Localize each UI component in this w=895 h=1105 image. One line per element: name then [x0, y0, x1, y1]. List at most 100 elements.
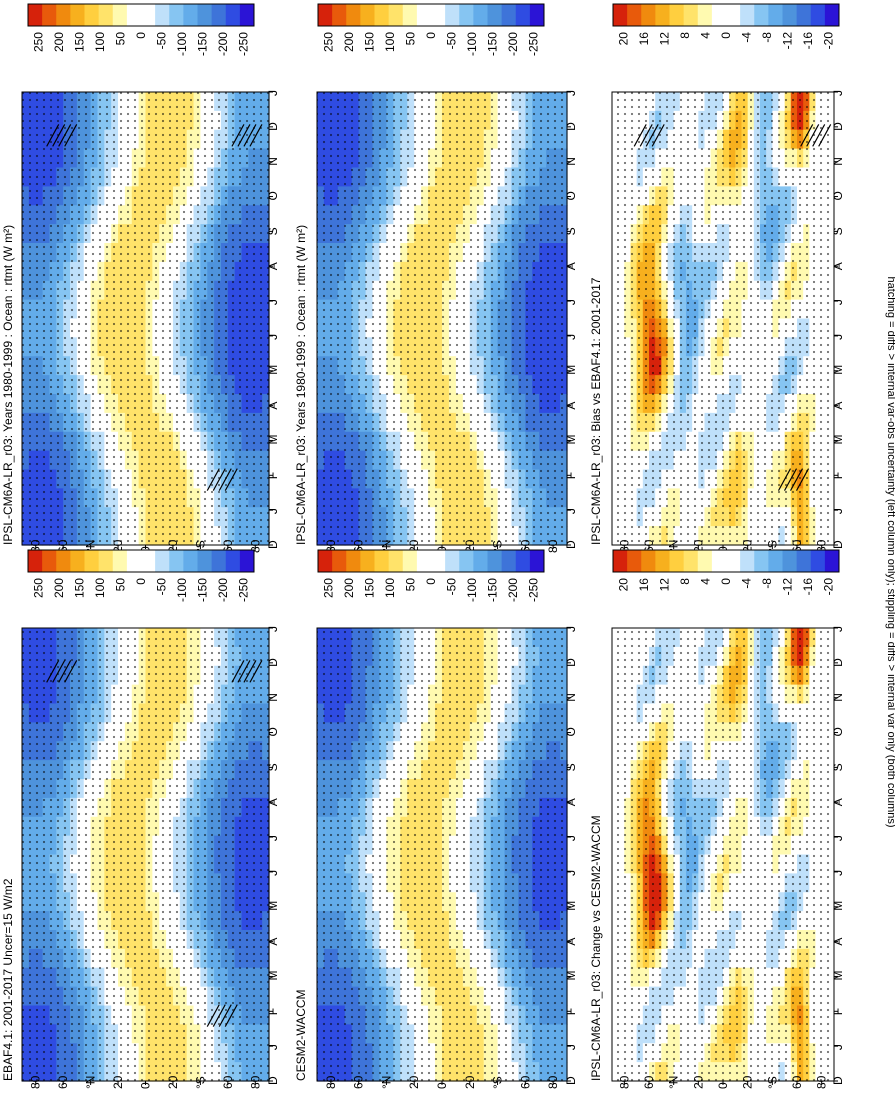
- colorbar-swatch: [169, 550, 184, 572]
- colorbar-label: 12: [657, 32, 671, 46]
- colorbar-label: 0: [719, 32, 733, 39]
- colorbar-swatch: [487, 4, 503, 26]
- colorbar-swatch: [28, 4, 43, 26]
- colorbar-swatch: [42, 550, 57, 572]
- month-tick-label: F: [266, 472, 280, 479]
- panel-4: 80 60 °N 20 0 20 °S 60 80 DJFMAMJJASONDJCESM2-WAC…: [294, 549, 578, 1089]
- colorbar-swatch: [70, 550, 85, 572]
- month-tick-label: J: [564, 508, 578, 514]
- colorbar-swatch: [683, 4, 699, 26]
- colorbar-swatch: [346, 4, 361, 26]
- colorbar-label: -150: [486, 578, 500, 602]
- stippling-overlay: [317, 628, 567, 1081]
- colorbar-swatch: [515, 550, 531, 572]
- month-tick-label: F: [564, 1008, 578, 1015]
- colorbar-label: -200: [216, 32, 230, 56]
- colorbar-swatch: [70, 4, 85, 26]
- month-tick-label: N: [266, 693, 280, 702]
- colorbar-swatch: [374, 550, 390, 572]
- colorbar-label: 50: [113, 32, 127, 46]
- colorbar-swatch: [641, 4, 656, 26]
- month-tick-label: F: [564, 472, 578, 479]
- colorbar-swatch: [402, 550, 418, 572]
- colorbar-swatch: [98, 4, 114, 26]
- colorbar-swatch: [501, 550, 517, 572]
- month-tick-label: A: [564, 402, 578, 410]
- colorbar-swatch: [112, 4, 128, 26]
- colorbar-swatch: [169, 4, 184, 26]
- month-tick-label: M: [266, 901, 280, 911]
- month-tick-label: M: [266, 970, 280, 980]
- stippling-overlay: [22, 92, 269, 545]
- colorbar-frame: [612, 3, 840, 27]
- colorbar-swatch: [740, 4, 755, 26]
- colorbar-swatch: [416, 550, 432, 572]
- colorbar-label: 250: [321, 578, 335, 598]
- month-tick-label: N: [266, 157, 280, 166]
- colorbar-label: 20: [616, 32, 630, 46]
- lat-tick-label: 20: [111, 1075, 125, 1089]
- colorbar-swatch: [126, 550, 142, 572]
- month-tick-label: A: [564, 938, 578, 946]
- colorbar-label: -250: [527, 578, 541, 602]
- colorbar-label: -16: [801, 32, 815, 50]
- colorbar-swatch: [529, 4, 545, 26]
- colorbar-swatch: [318, 4, 333, 26]
- colorbar-label: 50: [403, 578, 417, 592]
- panels-layer: 80 60 °N 20 0 20 °S 60 80 DJFMAMJJASONDJIPSL-CM6A…: [1, 3, 845, 1089]
- month-tick-label: J: [564, 835, 578, 841]
- colorbar-label: 50: [403, 32, 417, 46]
- colorbar-label: 150: [72, 32, 86, 52]
- colorbar-label: -150: [486, 32, 500, 56]
- lat-tick-label: 60: [221, 1075, 235, 1089]
- month-tick-label: J: [564, 90, 578, 96]
- colorbar-label: 0: [134, 32, 148, 39]
- month-tick-label: J: [266, 299, 280, 305]
- colorbar-label: 150: [362, 578, 376, 598]
- panel-1: 80 60 °N 20 0 20 °S 60 80 DJFMAMJJASONDJIPSL-CM6A…: [1, 3, 280, 553]
- colorbar-swatch: [782, 4, 798, 26]
- panel-6: 80 60 °N 20 0 20 °S 60 80 DJFMAMJJASONDJIPSL-CM6A…: [589, 549, 845, 1089]
- month-tick-label: J: [564, 626, 578, 632]
- month-tick-label: D: [564, 540, 578, 549]
- colorbar-swatch: [318, 550, 333, 572]
- lat-tick-label: °N: [379, 1076, 393, 1089]
- colorbar-swatch: [84, 4, 100, 26]
- lat-tick-label: 80: [546, 539, 560, 553]
- colorbar-swatch: [360, 4, 375, 26]
- hatching-marks: [633, 124, 832, 491]
- month-tick-label: D: [266, 658, 280, 667]
- month-tick-label: D: [831, 122, 845, 131]
- colorbar-swatch: [332, 4, 347, 26]
- month-tick-label: S: [266, 763, 280, 771]
- colorbar-swatch: [473, 4, 488, 26]
- colorbar-swatch: [225, 4, 241, 26]
- panel-title: EBAF4.1: 2001-2017 Uncer=15 W/m2: [1, 878, 15, 1081]
- colorbar-label: 100: [383, 32, 397, 52]
- colorbar-label: -50: [155, 32, 169, 50]
- colorbar-label: -4: [740, 32, 754, 43]
- colorbar-label: 50: [113, 578, 127, 592]
- colorbar-swatch: [197, 4, 213, 26]
- month-tick-label: F: [831, 472, 845, 479]
- month-tick-label: J: [266, 508, 280, 514]
- colorbar-label: -250: [527, 32, 541, 56]
- month-tick-label: D: [564, 658, 578, 667]
- colorbar-swatch: [768, 4, 783, 26]
- colorbar-swatch: [155, 4, 170, 26]
- month-tick-label: O: [266, 727, 280, 736]
- panel-5: 80 60 °N 20 0 20 °S 60 80 DJFMAMJJASONDJIPSL-CM6A…: [589, 3, 845, 553]
- month-tick-label: M: [564, 901, 578, 911]
- colorbar-swatch: [112, 550, 128, 572]
- colorbar-swatch: [810, 4, 826, 26]
- colorbar-swatch: [515, 4, 531, 26]
- month-tick-label: F: [266, 1008, 280, 1015]
- colorbar-label: 100: [93, 578, 107, 598]
- colorbar-swatch: [402, 4, 418, 26]
- month-tick-label: J: [564, 299, 578, 305]
- colorbar-label: -50: [445, 578, 459, 596]
- month-tick-label: D: [564, 122, 578, 131]
- month-tick-label: J: [564, 1044, 578, 1050]
- colorbar-swatch: [197, 550, 213, 572]
- lat-tick-label: °S: [491, 1076, 505, 1089]
